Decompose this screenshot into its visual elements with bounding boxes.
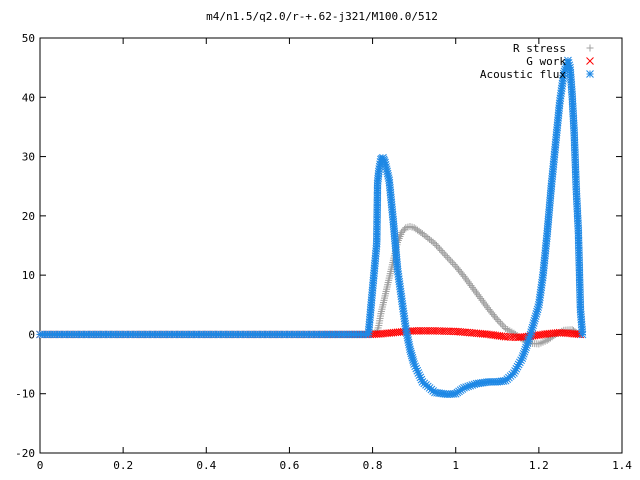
x-tick-label: 0.8 (363, 459, 383, 472)
data-point (443, 253, 451, 261)
x-tick-label: 0 (37, 459, 44, 472)
x-tick-label: 1.2 (529, 459, 549, 472)
data-point (437, 247, 445, 255)
series-0 (36, 223, 584, 348)
y-tick-label: 20 (22, 210, 35, 223)
data-point (497, 319, 505, 327)
data-point (427, 237, 435, 245)
data-point (420, 231, 428, 239)
data-point (439, 248, 447, 256)
legend-marker-1 (586, 57, 594, 65)
series-2 (36, 56, 587, 399)
data-point (436, 245, 444, 253)
y-tick-label: 50 (22, 32, 35, 45)
data-point (459, 271, 467, 279)
data-point (429, 238, 437, 246)
legend-label-r-stress: R stress (513, 42, 566, 55)
data-point (426, 235, 434, 243)
legend-label-acoustic-flux: Acoustic flux (480, 68, 566, 81)
data-point (493, 316, 501, 324)
y-tick-label: -20 (15, 447, 35, 460)
data-point (447, 257, 455, 265)
data-point (495, 317, 503, 325)
chart-title: m4/n1.5/q2.0/r-+.62-j321/M100.0/512 (206, 10, 438, 23)
x-tick-label: 1 (452, 459, 459, 472)
legend-marker-0 (586, 44, 594, 52)
data-point (424, 234, 432, 242)
data-point (442, 252, 450, 260)
legend-label-g-work: G work (526, 55, 566, 68)
y-tick-label: 30 (22, 151, 35, 164)
data-point (418, 230, 426, 238)
data-point (432, 241, 440, 249)
y-tick-label: 10 (22, 269, 35, 282)
y-tick-label: 40 (22, 91, 35, 104)
data-point (498, 321, 506, 329)
y-tick-label: -10 (15, 388, 35, 401)
data-point (492, 314, 500, 322)
data-point (450, 260, 458, 268)
data-points (36, 56, 587, 399)
legend: R stress G work Acoustic flux (480, 42, 594, 81)
data-point (431, 240, 439, 248)
x-tick-label: 0.6 (279, 459, 299, 472)
data-point (445, 255, 453, 263)
data-point (422, 233, 430, 241)
data-point (578, 330, 587, 339)
axis-ticks: 0 0.2 0.4 0.6 0.8 1 1.2 1.4 -20 -10 0 10 20 30 40 50 (15, 32, 632, 472)
data-point (448, 259, 456, 267)
x-tick-label: 1.4 (612, 459, 632, 472)
x-tick-label: 0.2 (113, 459, 133, 472)
data-point (434, 243, 442, 251)
data-point (500, 323, 508, 331)
x-tick-label: 0.4 (196, 459, 216, 472)
data-point (440, 250, 448, 258)
y-tick-label: 0 (28, 328, 35, 341)
legend-marker-2 (586, 70, 594, 78)
plot-frame (39, 37, 623, 454)
